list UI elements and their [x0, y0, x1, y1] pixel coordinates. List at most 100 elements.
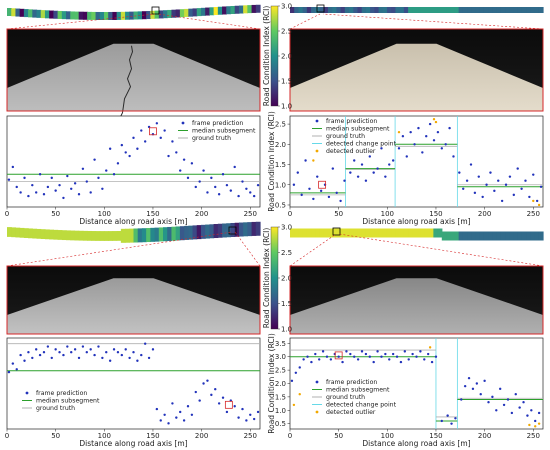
y-axis-label: Road Condition Index (RCI) [267, 333, 276, 434]
legend-marker [181, 121, 185, 125]
road-segment [108, 11, 114, 20]
prediction-point [190, 162, 194, 165]
road-segment [66, 230, 71, 241]
prediction-point [335, 191, 338, 195]
legend-label: detected outlier [326, 409, 376, 416]
prediction-point [206, 379, 209, 382]
road-segment [509, 231, 515, 241]
road-segment [234, 5, 240, 14]
road-segment [500, 7, 506, 13]
prediction-point [452, 155, 455, 158]
frame-marker [332, 227, 341, 236]
prediction-point [179, 410, 182, 414]
prediction-point [241, 180, 244, 183]
legend-label: median subsegment [36, 398, 100, 405]
prediction-point [310, 360, 313, 364]
road-segment [36, 9, 42, 18]
road-segment [61, 230, 67, 241]
outlier-point [397, 130, 401, 134]
prediction-point [108, 359, 112, 362]
prediction-point [163, 413, 166, 416]
y-tick-label: 1.0 [275, 407, 286, 415]
road-segment [534, 7, 540, 13]
photo-frame [289, 265, 544, 335]
prediction-point [198, 399, 201, 402]
prediction-point [425, 135, 428, 138]
road-segment [146, 228, 151, 243]
prediction-point [331, 167, 335, 170]
outlier-point [434, 120, 438, 124]
prediction-point [356, 358, 360, 361]
road-segment [441, 231, 447, 241]
legend-label: frame prediction [326, 379, 377, 386]
road-segment [78, 230, 84, 241]
road-segment [340, 228, 346, 238]
road-segment [382, 228, 388, 238]
road-segment [171, 226, 177, 241]
road-segment [433, 7, 439, 13]
prediction-point [380, 355, 383, 358]
road-segment [496, 7, 502, 13]
road-segment [399, 228, 405, 238]
road-segment [424, 7, 430, 13]
colorbar-tick-label: 1.5 [281, 300, 292, 308]
road-segment [247, 222, 253, 237]
prediction-point [163, 129, 166, 132]
road-segment [49, 229, 54, 240]
link-line [289, 13, 321, 30]
plot-frame [289, 337, 544, 430]
road-segment [370, 228, 375, 238]
road-segment [32, 228, 38, 239]
road-segment [332, 7, 337, 13]
prediction-point [508, 175, 512, 178]
prediction-point [462, 187, 465, 190]
prediction-point [432, 139, 436, 142]
x-tick-label: 200 [478, 210, 491, 218]
prediction-point [62, 353, 65, 357]
prediction-point [105, 351, 108, 354]
prediction-point [339, 199, 342, 203]
road-segment [311, 7, 316, 13]
prediction-point [249, 413, 252, 416]
road-segment [416, 7, 422, 13]
prediction-point [360, 163, 364, 166]
prediction-point [202, 382, 205, 385]
prediction-point [217, 193, 221, 196]
road-segment [19, 227, 25, 238]
prediction-point [364, 179, 368, 182]
prediction-point [290, 379, 294, 383]
outlier-point [312, 159, 315, 162]
legend-label: detected change point [326, 141, 397, 148]
road-segment [82, 230, 88, 241]
road-segment [446, 231, 451, 241]
link-line [289, 233, 337, 267]
road-segment [424, 228, 430, 238]
prediction-point [504, 183, 508, 186]
prediction-point [411, 352, 414, 356]
prediction-point [190, 413, 194, 416]
prediction-point [7, 178, 11, 181]
prediction-point [376, 167, 379, 170]
road-segment [120, 11, 126, 20]
road-strip-bottom-left [7, 221, 261, 243]
prediction-point [403, 350, 407, 353]
y-tick-label: 3.0 [275, 353, 286, 361]
x-tick-label: 0 [288, 432, 292, 440]
road-photo-bottom-right [289, 233, 544, 335]
prediction-point [66, 174, 69, 178]
road-segment [505, 7, 510, 13]
road-segment [91, 231, 97, 241]
prediction-point [473, 191, 477, 195]
road-segment [306, 228, 312, 238]
road-segment [7, 8, 12, 16]
road-segment [222, 6, 227, 15]
prediction-point [77, 193, 81, 196]
prediction-point [368, 355, 371, 358]
prediction-point [81, 167, 85, 170]
highlight-box [318, 180, 327, 189]
x-axis-label: Distance along road axis [m] [79, 439, 187, 448]
prediction-point [171, 402, 174, 405]
prediction-point [298, 366, 301, 369]
prediction-point [483, 379, 486, 383]
